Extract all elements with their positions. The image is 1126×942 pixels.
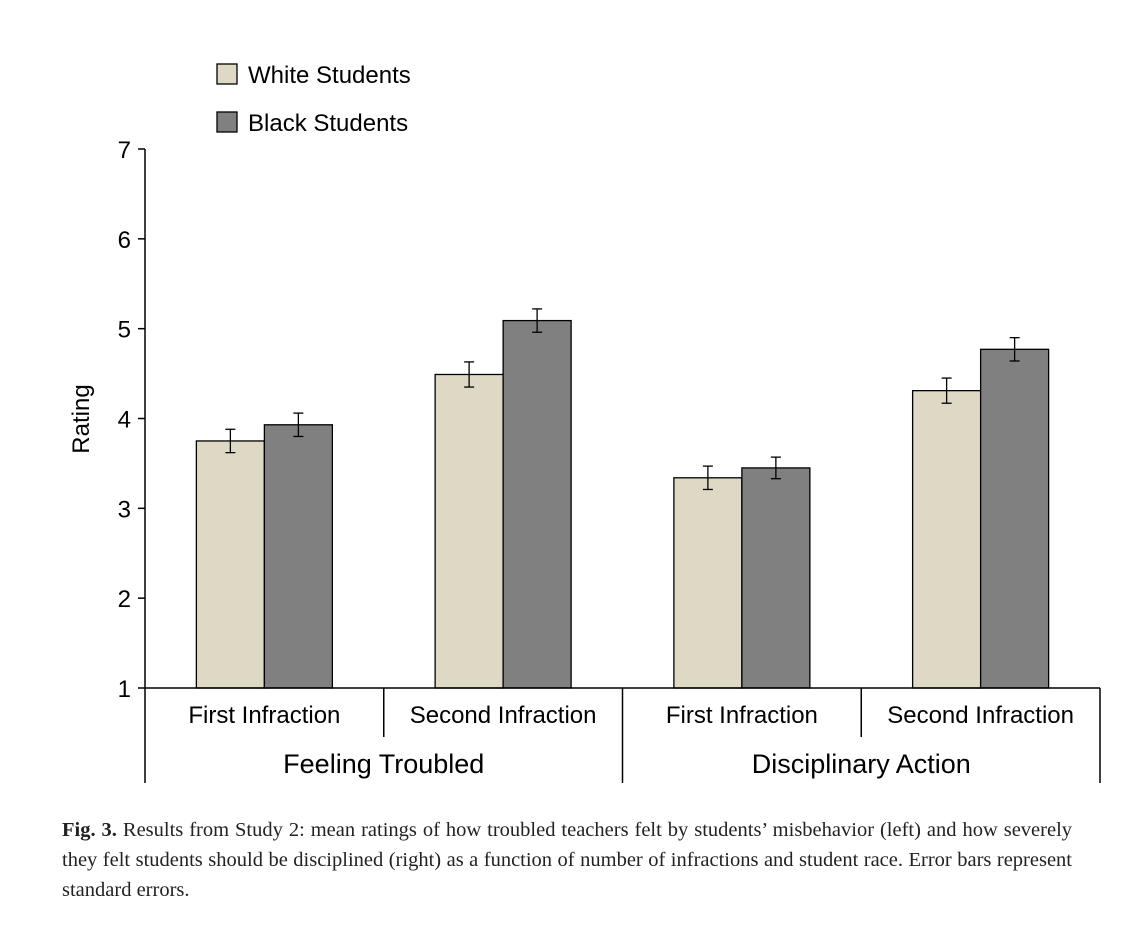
figure-caption: Fig. 3. Results from Study 2: mean ratin… [62, 815, 1072, 905]
y-tick-label: 6 [118, 227, 131, 254]
bar-white-students [673, 477, 743, 689]
y-tick-label: 1 [118, 676, 131, 703]
x-category-label: First Infraction [188, 702, 340, 729]
error-bar [293, 412, 304, 438]
error-bar [532, 308, 543, 333]
legend-label: White Students [248, 62, 411, 89]
bar-chart: White Students Black Students Rating 1 2 3 4… [68, 62, 1101, 783]
x-axis: First Infraction Second Infraction First I… [144, 687, 1101, 783]
caption-label: Fig. 3. [62, 819, 117, 841]
error-bar [464, 361, 475, 388]
bar-black-students [263, 424, 334, 689]
y-tick-label: 5 [118, 317, 131, 344]
bar-black-students [741, 467, 811, 689]
bar-black-students [979, 348, 1050, 689]
error-bar [1009, 336, 1020, 362]
y-tick-label: 3 [118, 496, 131, 523]
bar-black-students [502, 319, 572, 689]
bar-white-students [434, 373, 504, 689]
x-group-label: Feeling Troubled [283, 749, 484, 779]
y-tick-label: 2 [118, 586, 131, 613]
caption-text: Results from Study 2: mean ratings of ho… [62, 819, 1073, 901]
error-bar [702, 465, 713, 491]
y-axis-label: Rating [68, 384, 95, 453]
legend-swatch [216, 111, 238, 133]
error-bar [770, 456, 781, 480]
bars [195, 308, 1050, 689]
legend-swatch [216, 63, 238, 85]
error-bar [225, 428, 236, 454]
y-tick-label: 7 [118, 137, 131, 164]
legend-label: Black Students [248, 110, 408, 137]
x-category-label: Second Infraction [410, 702, 597, 729]
y-tick-label: 4 [118, 407, 131, 434]
x-group-label: Disciplinary Action [752, 749, 971, 779]
bar-white-students [911, 390, 982, 689]
bar-white-students [195, 440, 266, 689]
error-bar [941, 377, 952, 404]
y-axis: Rating 1 2 3 4 5 6 7 [68, 137, 146, 703]
x-category-label: Second Infraction [887, 702, 1074, 729]
x-category-label: First Infraction [666, 702, 818, 729]
legend: White Students Black Students [216, 62, 411, 137]
